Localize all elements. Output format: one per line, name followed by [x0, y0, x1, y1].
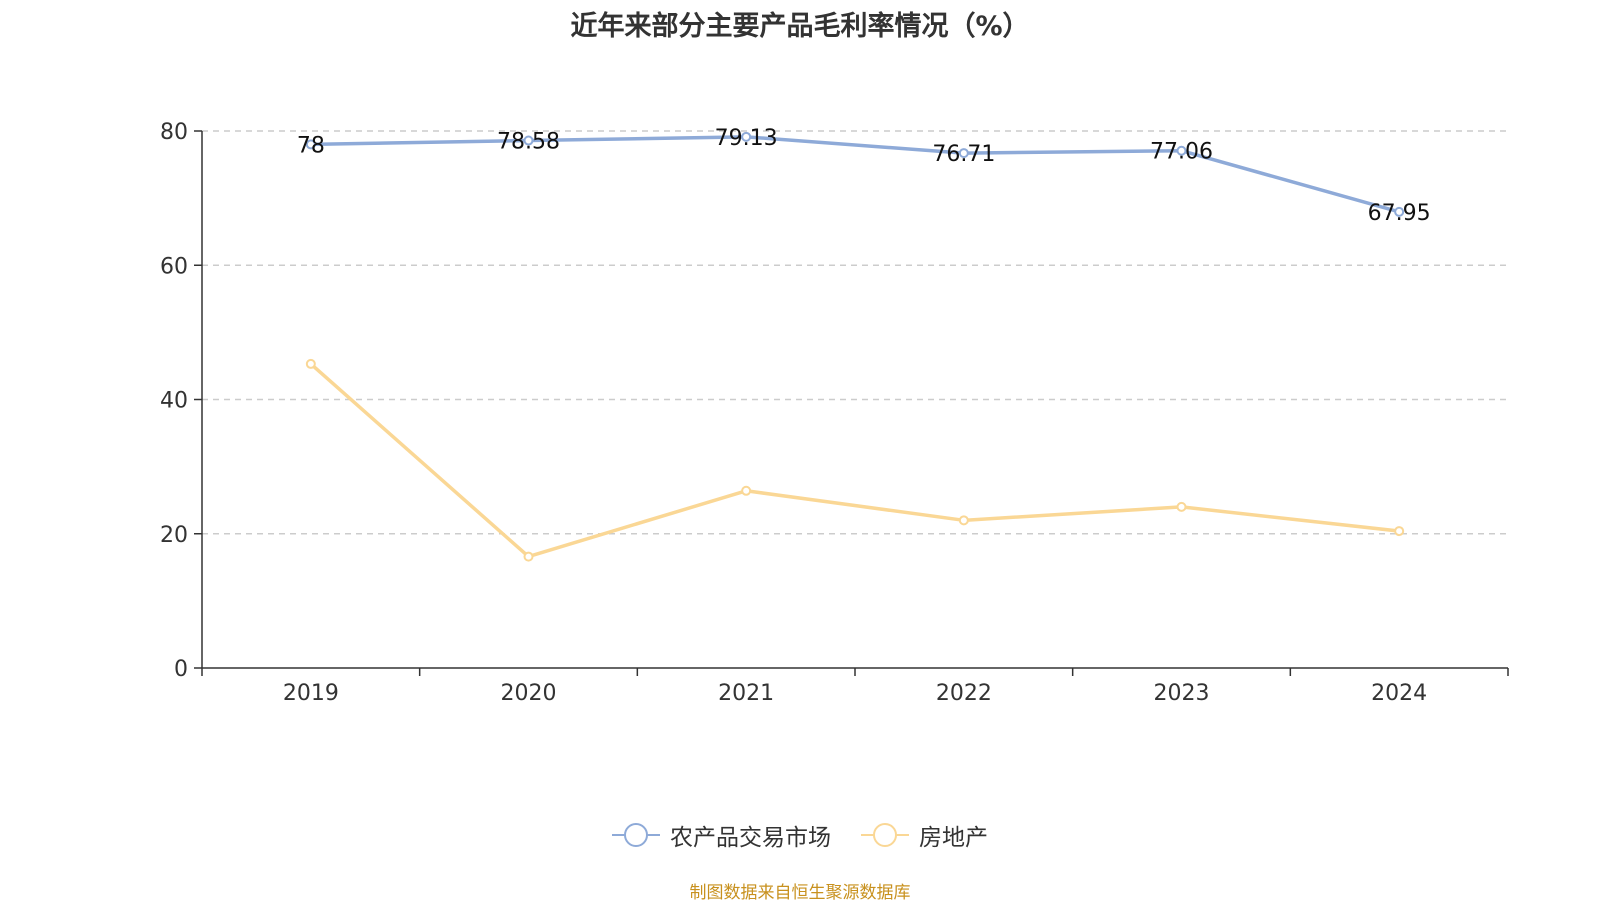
legend-circle-icon [861, 822, 909, 848]
legend-item-series-2[interactable]: 房地产 [861, 818, 988, 852]
x-tick-label: 2023 [1154, 681, 1210, 706]
y-tick-label: 40 [160, 389, 188, 414]
data-point [1394, 206, 1405, 217]
data-label: 76.71 [932, 142, 995, 167]
data-point [1394, 526, 1405, 537]
data-label: 79.13 [715, 126, 778, 151]
data-point [523, 551, 534, 562]
data-point [523, 135, 534, 146]
x-tick-label: 2020 [501, 681, 557, 706]
series-line [309, 362, 1400, 559]
data-point [1176, 501, 1187, 512]
series-lines [305, 131, 1405, 562]
data-label: 78.58 [497, 130, 560, 155]
source-note: 制图数据来自恒生聚源数据库 [689, 883, 911, 903]
data-label: 78 [297, 133, 325, 158]
x-tick-label: 2024 [1371, 681, 1427, 706]
legend: 农产品交易市场 房地产 [0, 818, 1600, 852]
data-point [1176, 145, 1187, 156]
data-point [741, 485, 752, 496]
data-point [958, 515, 969, 526]
data-point [741, 131, 752, 142]
y-tick-label: 0 [174, 657, 188, 682]
data-point [305, 358, 316, 369]
series-line [310, 135, 1400, 214]
y-tick-label: 60 [160, 254, 188, 279]
grid-lines [202, 130, 1508, 535]
data-label: 77.06 [1150, 140, 1213, 165]
legend-label: 农产品交易市场 [670, 825, 831, 851]
data-label: 67.95 [1368, 201, 1431, 226]
data-point [305, 139, 316, 150]
chart-title: 近年来部分主要产品毛利率情况（%） [570, 11, 1030, 42]
legend-circle-icon [612, 822, 660, 848]
x-tick-label: 2019 [283, 681, 339, 706]
y-tick-label: 20 [160, 523, 188, 548]
y-tick-label: 80 [160, 120, 188, 145]
data-point [958, 148, 969, 159]
legend-label: 房地产 [919, 825, 988, 851]
data-labels: 78 78.58 79.13 76.71 77.06 67.95 [297, 126, 1431, 226]
x-tick-label: 2022 [936, 681, 992, 706]
legend-item-series-1[interactable]: 农产品交易市场 [612, 818, 831, 852]
axes: 0 20 40 60 80 2019 2020 2021 2022 2023 2024 [160, 120, 1509, 706]
x-tick-label: 2021 [718, 681, 774, 706]
